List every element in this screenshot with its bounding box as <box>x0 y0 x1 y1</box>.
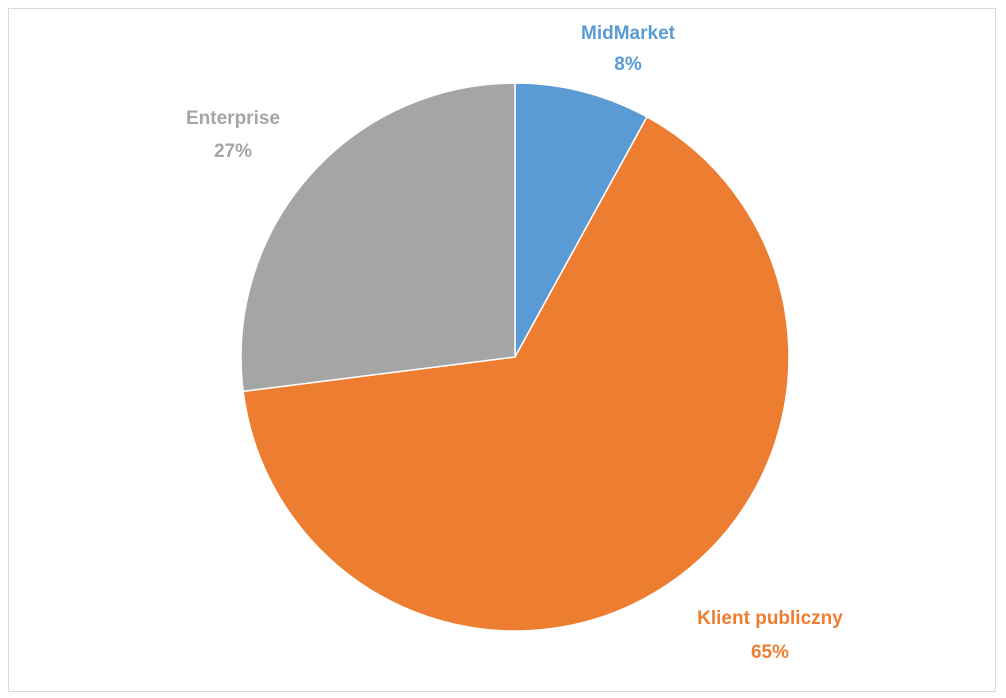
slice-label-value-enterprise: 27% <box>214 141 252 162</box>
pie-slices <box>240 82 790 632</box>
pie-slice-enterprise <box>240 82 516 393</box>
slice-label-name-enterprise: Enterprise <box>186 108 280 129</box>
pie-slice-klient-publiczny <box>242 115 790 632</box>
slice-label-name-midmarket: MidMarket <box>581 23 676 44</box>
pie-slice-midmarket <box>514 82 649 358</box>
slice-label-value-midmarket: 8% <box>614 54 642 75</box>
slice-label-name-klient-publiczny: Klient publiczny <box>697 608 843 629</box>
slice-label-value-klient-publiczny: 65% <box>751 642 789 663</box>
